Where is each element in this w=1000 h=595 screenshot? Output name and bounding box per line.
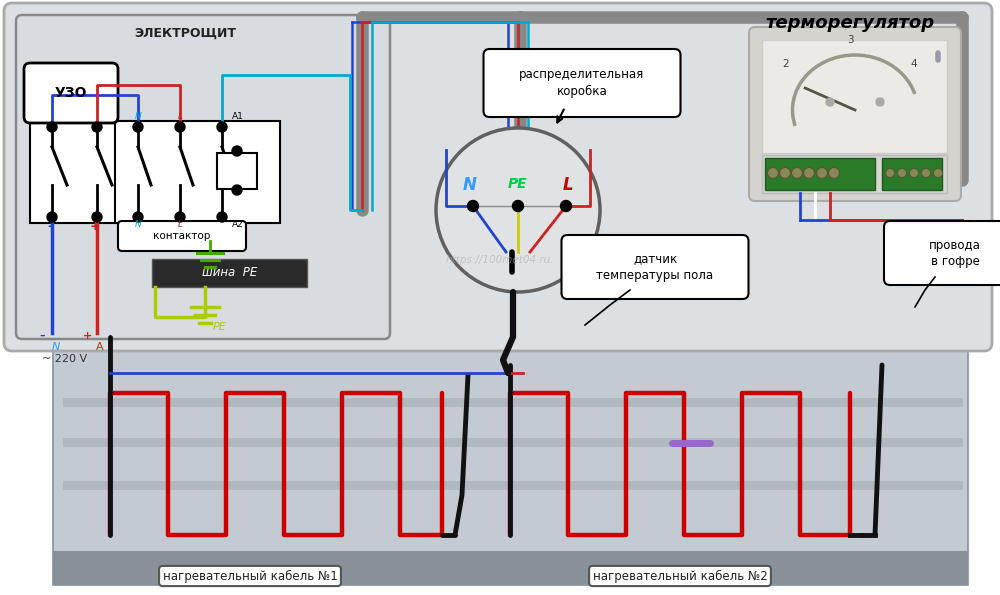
Bar	[765, 158, 875, 190]
Circle shape	[47, 122, 57, 132]
Circle shape	[232, 185, 242, 195]
Text: 4: 4	[910, 59, 917, 69]
Circle shape	[780, 168, 790, 178]
Text: ~ 220 V: ~ 220 V	[42, 354, 87, 364]
Text: УЗО: УЗО	[55, 86, 87, 100]
Text: A1: A1	[232, 112, 244, 121]
Text: N: N	[135, 220, 141, 229]
Bar	[63, 438, 963, 447]
Circle shape	[792, 168, 802, 178]
Text: ЭЛЕКТРОЩИТ: ЭЛЕКТРОЩИТ	[134, 27, 236, 39]
Bar	[115, 121, 280, 223]
Circle shape	[175, 122, 185, 132]
Text: PE: PE	[508, 177, 528, 191]
Circle shape	[92, 122, 102, 132]
Bar	[30, 121, 142, 223]
Circle shape	[217, 122, 227, 132]
Circle shape	[826, 98, 834, 106]
Text: N: N	[463, 176, 477, 194]
Bar	[762, 40, 947, 153]
Circle shape	[436, 128, 600, 292]
Text: L: L	[178, 112, 182, 121]
Circle shape	[512, 201, 524, 211]
Circle shape	[828, 168, 840, 178]
FancyBboxPatch shape	[16, 15, 390, 339]
Circle shape	[876, 98, 884, 106]
Circle shape	[467, 201, 479, 211]
Text: 2: 2	[782, 59, 789, 69]
Text: https://100met04.ru.: https://100met04.ru.	[446, 255, 554, 265]
Text: A2: A2	[232, 220, 244, 229]
Text: –: –	[39, 331, 45, 341]
Polygon shape	[53, 340, 968, 552]
Circle shape	[217, 212, 227, 222]
Circle shape	[922, 168, 930, 177]
Circle shape	[175, 212, 185, 222]
Text: нагревательный кабель №2: нагревательный кабель №2	[593, 569, 767, 583]
Text: терморегулятор: терморегулятор	[765, 14, 935, 32]
Circle shape	[886, 168, 895, 177]
Text: распределительная
коробка: распределительная коробка	[519, 68, 645, 98]
Text: A: A	[96, 342, 104, 352]
Text: L: L	[563, 176, 573, 194]
Bar	[63, 398, 963, 407]
Circle shape	[92, 212, 102, 222]
Bar	[63, 481, 963, 490]
Bar	[762, 155, 947, 193]
Text: –: –	[47, 220, 53, 233]
Circle shape	[133, 212, 143, 222]
Text: +: +	[83, 331, 93, 341]
Circle shape	[898, 168, 906, 177]
Text: L: L	[178, 220, 182, 229]
Circle shape	[817, 168, 828, 178]
Bar	[217, 153, 257, 189]
Text: N: N	[52, 342, 60, 352]
Bar	[882, 158, 942, 190]
FancyBboxPatch shape	[24, 63, 118, 123]
Polygon shape	[53, 552, 968, 585]
Bar	[152, 259, 307, 287]
Text: датчик
температуры пола: датчик температуры пола	[596, 252, 714, 281]
Circle shape	[47, 212, 57, 222]
Circle shape	[560, 201, 572, 211]
FancyBboxPatch shape	[562, 235, 748, 299]
FancyBboxPatch shape	[749, 27, 961, 201]
Circle shape	[133, 122, 143, 132]
FancyBboxPatch shape	[4, 3, 992, 351]
Circle shape	[804, 168, 814, 178]
Text: нагревательный кабель №1: нагревательный кабель №1	[163, 569, 337, 583]
Text: 3: 3	[847, 35, 853, 45]
FancyBboxPatch shape	[884, 221, 1000, 285]
Text: N: N	[135, 112, 141, 121]
Circle shape	[768, 168, 778, 178]
FancyBboxPatch shape	[484, 49, 681, 117]
Circle shape	[934, 168, 943, 177]
Circle shape	[910, 168, 918, 177]
Text: +: +	[90, 220, 100, 233]
Circle shape	[232, 146, 242, 156]
Text: PE: PE	[213, 322, 227, 332]
Text: шина  РЕ: шина РЕ	[202, 267, 258, 280]
FancyBboxPatch shape	[118, 221, 246, 251]
Text: провода
в гофре: провода в гофре	[929, 239, 981, 268]
Text: контактор: контактор	[153, 231, 211, 241]
